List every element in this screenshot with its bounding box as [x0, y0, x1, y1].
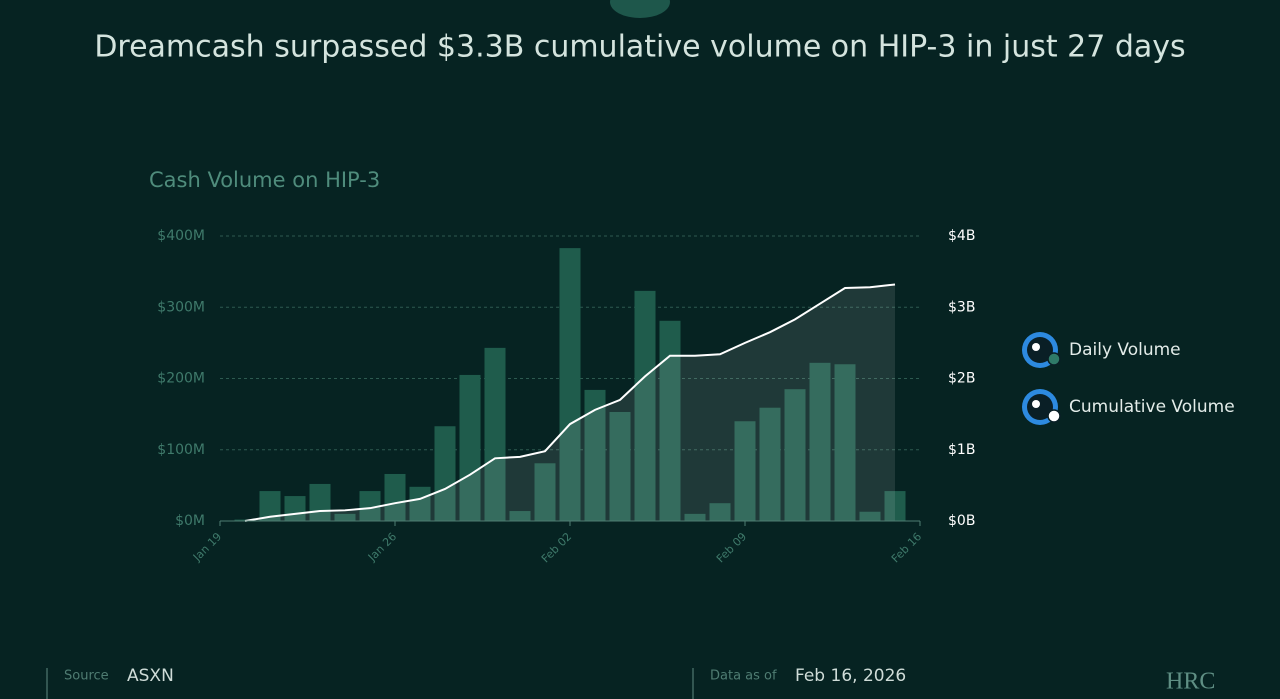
bar [434, 426, 456, 521]
date-label: Data as of [710, 669, 777, 684]
bar [459, 374, 481, 521]
y2-tick-label: $2B [948, 371, 975, 387]
bar [534, 463, 556, 521]
brand: HRC [1166, 669, 1215, 695]
bar [584, 389, 606, 521]
page-title: Dreamcash surpassed $3.3B cumulative vol… [94, 30, 1185, 65]
y-tick-label: $400M [157, 228, 205, 244]
x-tick-label: Jan 26 [365, 530, 399, 564]
bar [834, 364, 856, 521]
bar [684, 513, 706, 521]
y2-tick-label: $0B [948, 513, 975, 529]
y-tick-label: $0M [175, 513, 205, 529]
y2-tick-label: $4B [948, 228, 975, 244]
y-tick-label: $200M [157, 371, 205, 387]
x-tick-label: Feb 09 [714, 530, 749, 565]
bar [659, 320, 681, 521]
logo [610, 0, 670, 18]
legend-swatch [1047, 352, 1061, 366]
bar [334, 513, 356, 521]
bar [809, 362, 831, 521]
y-tick-label: $300M [157, 299, 205, 315]
legend-label: Daily Volume [1069, 340, 1181, 360]
legend-swatch [1047, 409, 1061, 423]
bar [734, 421, 756, 521]
bar [634, 290, 656, 521]
source: ASXN [127, 666, 174, 686]
bar [709, 503, 731, 521]
bar [384, 473, 406, 521]
bar [559, 248, 581, 522]
y-tick-label: $100M [157, 442, 205, 458]
x-tick-label: Jan 19 [190, 530, 224, 564]
bar [859, 511, 881, 521]
bar [609, 411, 631, 521]
chart-title: Cash Volume on HIP-3 [149, 168, 380, 192]
bar [509, 511, 531, 521]
bar [884, 491, 906, 521]
legend-label: Cumulative Volume [1069, 397, 1235, 417]
legend-icon [1032, 400, 1040, 408]
x-tick-label: Feb 16 [889, 530, 924, 565]
legend-icon [1027, 394, 1053, 420]
y2-tick-label: $1B [948, 442, 975, 458]
date: Feb 16, 2026 [795, 666, 906, 686]
legend-icon [1032, 343, 1040, 351]
bar [759, 407, 781, 521]
bar [359, 491, 381, 521]
line [244, 283, 896, 522]
bar [484, 347, 506, 521]
legend-icon [1027, 337, 1053, 363]
bar [259, 491, 281, 521]
x-tick-label: Feb 02 [539, 530, 574, 565]
y2-tick-label: $3B [948, 299, 975, 315]
source-label: Source [64, 669, 109, 684]
bar [784, 389, 806, 521]
area [245, 284, 895, 521]
bar [409, 486, 431, 521]
